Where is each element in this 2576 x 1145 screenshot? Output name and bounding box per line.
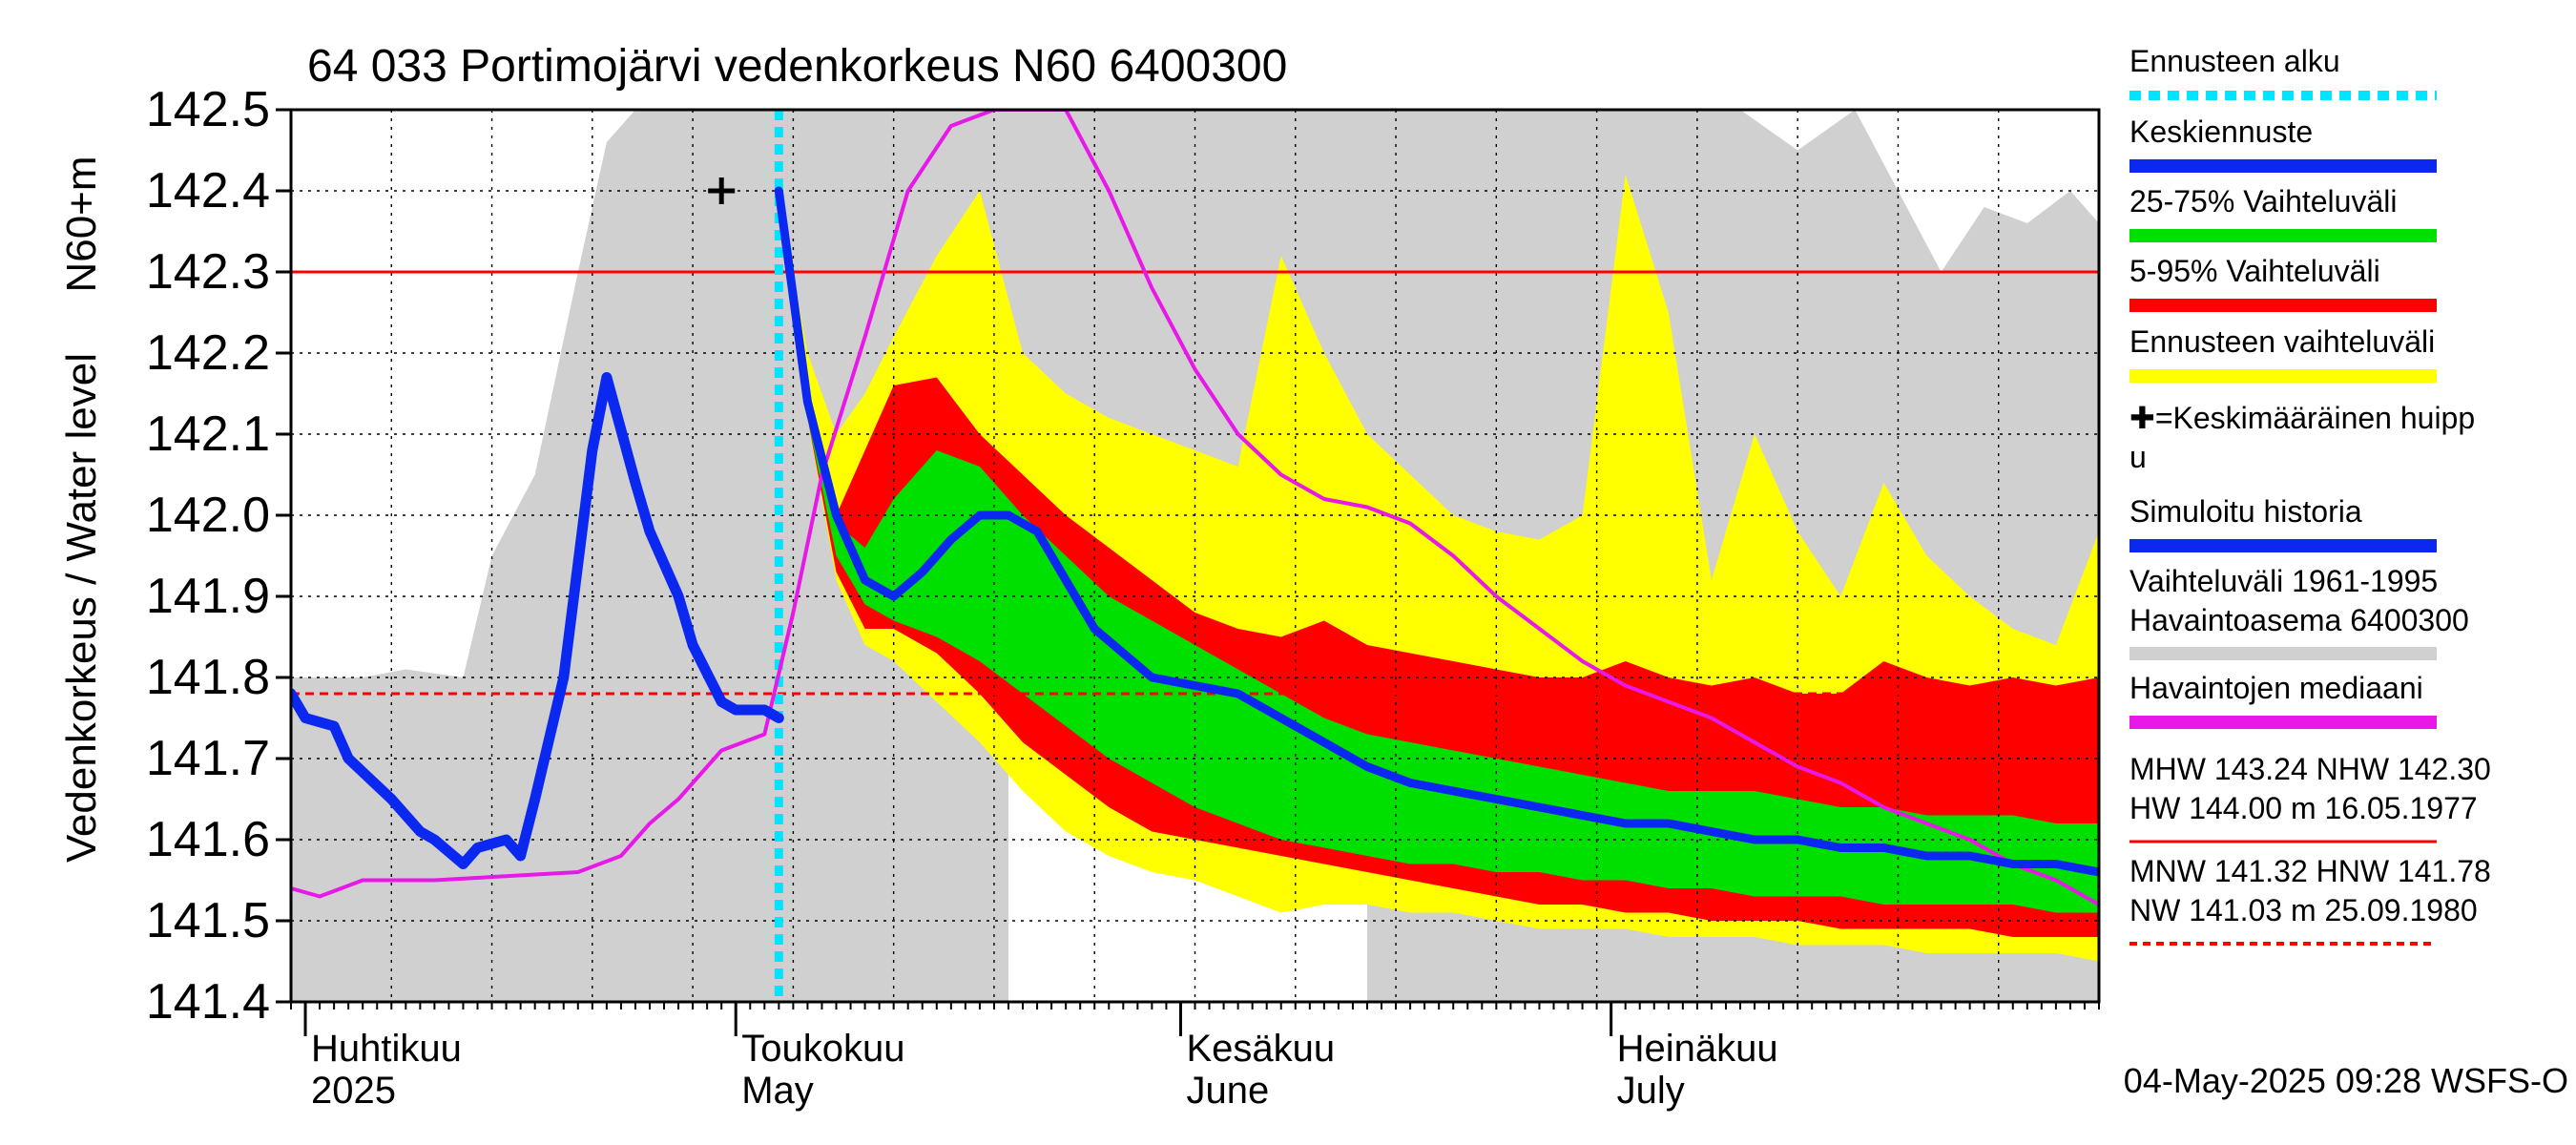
legend-label-line2: NW 141.03 m 25.09.1980 [2129, 893, 2478, 927]
simulated-history-line [291, 372, 784, 869]
x-month-label: Huhtikuu [311, 1028, 462, 1070]
y-tick-label: 141.8 [146, 650, 270, 705]
x-month-sublabel: 2025 [311, 1070, 396, 1112]
legend-label: Ennusteen vaihteluväli [2129, 324, 2435, 359]
legend-label: Keskiennuste [2129, 114, 2313, 149]
y-tick-label: 142.0 [146, 488, 270, 543]
legend: Ennusteen alku Keskiennuste 25-75% Vaihtel… [2129, 44, 2491, 946]
marker-layer [708, 177, 736, 204]
observed-median-line [291, 110, 2099, 906]
legend-label-line2: HW 144.00 m 16.05.1977 [2129, 791, 2478, 825]
x-month-sublabel: July [1617, 1070, 1685, 1112]
y-tick-label: 142.5 [146, 82, 270, 137]
timestamp-footer: 04-May-2025 09:28 WSFS-O [2124, 1061, 2568, 1100]
y-tick-label: 142.2 [146, 325, 270, 381]
y-axis-unit-label: N60+m [58, 156, 105, 292]
x-month-sublabel: June [1186, 1070, 1269, 1112]
legend-label: 25-75% Vaihteluväli [2129, 184, 2397, 219]
y-tick-label: 141.4 [146, 974, 270, 1030]
y-tick-label: 141.9 [146, 569, 270, 624]
chart-title: 64 033 Portimojärvi vedenkorkeus N60 640… [307, 41, 1287, 92]
y-tick-label: 141.6 [146, 812, 270, 867]
plot-area [291, 110, 2099, 1002]
x-month-label: Heinäkuu [1617, 1028, 1778, 1070]
axes-layer: 142.5 142.4 142.3 142.2 142.1 142.0 141.9 141.8… [146, 82, 2101, 1112]
legend-label: 5-95% Vaihteluväli [2129, 254, 2380, 288]
x-month-label: Toukokuu [741, 1028, 904, 1070]
legend-label: Havaintojen mediaani [2129, 671, 2423, 705]
legend-label: MNW 141.32 HNW 141.78 [2129, 854, 2491, 888]
grid-layer [291, 110, 2099, 1002]
mean-forecast-line [774, 186, 2099, 877]
legend-label-line2: u [2129, 440, 2147, 474]
legend-label: ✚=Keskimääräinen huipp [2129, 401, 2475, 435]
y-tick-label: 141.7 [146, 731, 270, 786]
series-line-layer [291, 110, 2099, 906]
legend-label: Vaihteluväli 1961-1995 [2129, 564, 2438, 598]
legend-label: Simuloitu historia [2129, 494, 2362, 529]
legend-label: Ennusteen alku [2129, 44, 2340, 78]
y-tick-label: 142.3 [146, 244, 270, 300]
y-tick-label: 142.1 [146, 406, 270, 462]
y-axis-label: Vedenkorkeus / Water level [58, 353, 105, 863]
peak-marker [708, 177, 736, 204]
x-month-label: Kesäkuu [1186, 1028, 1335, 1070]
x-month-sublabel: May [741, 1070, 814, 1112]
legend-label: MHW 143.24 NHW 142.30 [2129, 752, 2491, 786]
legend-label-line2: Havaintoasema 6400300 [2129, 603, 2469, 637]
y-tick-label: 142.4 [146, 163, 270, 219]
band-25-75 [779, 191, 2099, 913]
y-tick-label: 141.5 [146, 893, 270, 948]
